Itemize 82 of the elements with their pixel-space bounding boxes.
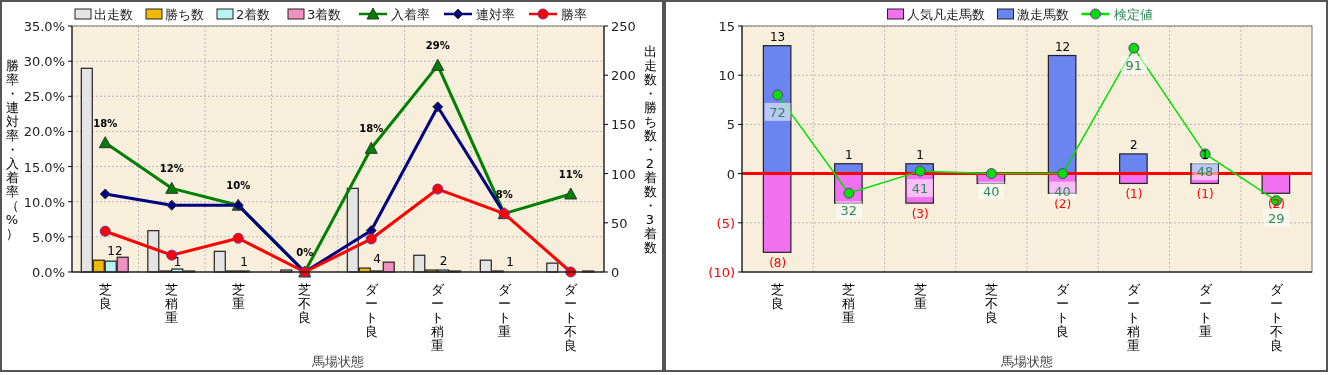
data-label: 40 [983,183,1000,199]
data-label: 29% [425,40,450,52]
y2-tick-label: 150 [611,117,636,133]
data-label: (1) [1125,187,1143,202]
data-label: 29 [1268,210,1285,226]
data-label: 2 [439,254,448,269]
y-tick-label: 0 [726,166,735,182]
text: 勝率・連対率・入着率（%） [5,58,19,241]
data-label: 1 [506,255,514,270]
data-label: (3) [911,207,929,222]
data-label: 2 [1130,137,1138,152]
legend-label: 出走数 [94,7,133,22]
y-tick-label: 10.0% [23,194,65,210]
y-tick-label: 15 [718,19,735,34]
x-tick-label: 芝重 [913,282,927,311]
y-tick-label: (5) [716,215,735,231]
y-tick-label: 20.0% [23,124,65,140]
data-label: 1 [916,147,924,162]
data-label: 72 [769,104,786,120]
x-tick-label: 芝稍重 [842,282,856,325]
data-label: 91 [1125,58,1143,74]
y-tick-label: 25.0% [23,89,65,105]
data-label: 4 [373,252,381,267]
data-label: 40 [1054,183,1071,199]
legend-label: 人気凡走馬数 [906,7,985,22]
x-tick-label: ダート不良 [1269,282,1284,353]
legend-label: 検定値 [1113,7,1153,22]
data-label: 10% [226,180,251,192]
legend-label: 勝ち数 [165,7,204,22]
y2-tick-label: 50 [611,215,628,231]
y-tick-label: 15.0% [23,159,65,175]
data-label: 11% [558,168,583,180]
y-tick-label: 35.0% [23,19,65,34]
text: 出走数・勝ち数・2着数・3着数 [643,44,657,255]
y2-tick-label: 250 [611,19,636,34]
y2-tick-label: 100 [611,166,636,182]
x-tick-label: ダート稍重 [1127,282,1142,353]
x-tick-label: ダート稍重 [431,282,446,353]
y-tick-label: 0.0% [31,265,65,280]
data-label: 12 [107,244,123,259]
y-tick-label: 10 [718,68,735,84]
data-label: 18% [359,123,384,135]
data-label: (8) [769,256,787,271]
data-label: 32 [840,203,858,219]
y-tick-label: (10) [708,265,735,280]
legend-label: 入着率 [391,7,430,22]
data-label: (1) [1196,187,1214,202]
data-label: 8% [495,188,513,200]
legend-label: 勝率 [561,7,587,22]
data-label: 13 [769,29,786,44]
y-tick-label: 30.0% [23,54,65,70]
x-tick-label: 芝不良 [298,282,312,325]
legend-label: 2着数 [236,7,271,22]
y-tick-label: 5.0% [31,229,65,245]
x-axis-title: 馬場状態 [1000,354,1053,369]
data-label: 18% [93,117,118,129]
y2-tick-label: 200 [611,68,636,84]
data-label: 12 [1054,39,1071,54]
data-label: 41 [911,181,929,197]
legend-label: 激走馬数 [1016,7,1069,22]
data-label: 1 [1201,147,1209,162]
x-tick-label: 芝良 [98,282,112,311]
data-label: 0% [296,247,314,258]
x-tick-label: 芝良 [771,282,785,311]
data-label: 1 [845,147,853,162]
data-label: 12% [159,163,184,175]
x-tick-label: 芝稍重 [165,282,179,325]
y2-tick-label: 0 [611,265,620,280]
legend-label: 連対率 [476,7,515,22]
data-label: (2) [1054,197,1072,212]
x-tick-label: ダート重 [497,282,512,339]
x-tick-label: ダート良 [1056,282,1071,339]
x-tick-label: 芝重 [231,282,245,311]
data-label: 1 [240,255,248,270]
x-axis-title: 馬場状態 [311,354,364,369]
legend-label: 3着数 [307,7,342,22]
y-tick-label: 5 [726,117,735,133]
x-tick-label: ダート重 [1198,282,1213,339]
x-tick-label: ダート良 [364,282,379,339]
data-label: 1 [173,255,182,270]
x-tick-label: 芝不良 [984,282,998,325]
x-tick-label: ダート不良 [564,282,579,353]
